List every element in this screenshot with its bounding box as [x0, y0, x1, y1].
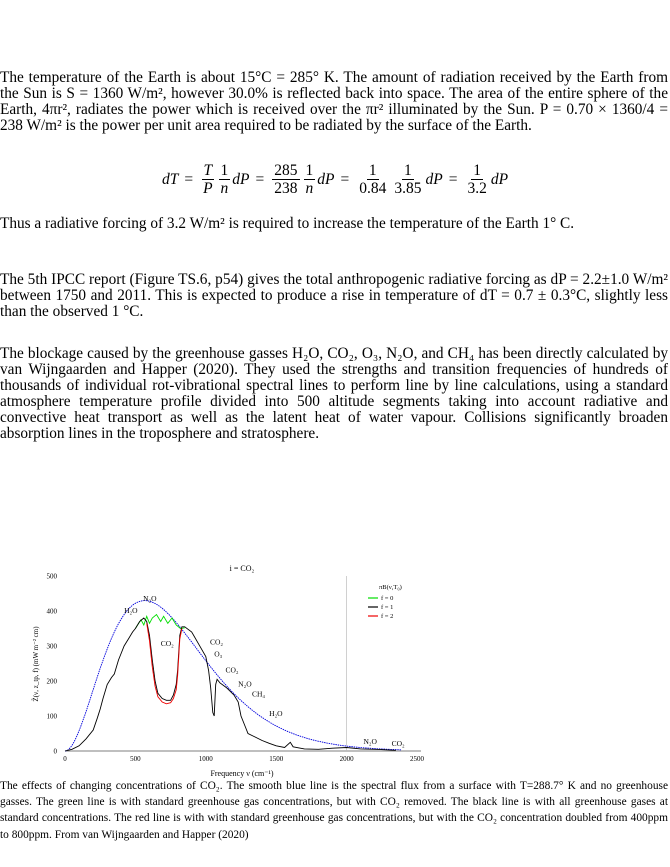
- numerator: 1: [366, 162, 379, 180]
- chart-annotation: N₂O: [143, 594, 157, 603]
- legend-title: πB(ν,T₀): [379, 584, 402, 591]
- x-tick-label: 2500: [410, 755, 425, 763]
- eq-dp: dP: [490, 170, 509, 188]
- chart-annotation: N₂O: [363, 737, 377, 746]
- chart-annotation: CO₂: [226, 665, 239, 674]
- figure-caption: The effects of changing concentrations o…: [0, 780, 668, 841]
- numerator: 285: [272, 162, 300, 180]
- paragraph-text: The temperature of the Earth is about 15…: [0, 69, 668, 134]
- chart-annotation: CH₄: [252, 689, 265, 698]
- eq-dp: dP: [425, 170, 443, 188]
- y-axis-label: Z̃(ν, z_tp, f) (mW m⁻² cm): [32, 626, 40, 702]
- x-tick-label: 2000: [340, 755, 355, 763]
- series-line-0: [65, 600, 402, 752]
- eq-sign: =: [255, 170, 265, 188]
- fraction: 285 238: [272, 162, 300, 197]
- x-tick-label: 500: [130, 755, 141, 763]
- eq-sign: =: [448, 170, 458, 188]
- eq-dp: dP: [232, 170, 250, 188]
- x-tick-label: 0: [63, 755, 67, 763]
- spectrum-chart: i = CO₂ Frequency ν (cm⁻¹) Z̃(ν, z_tp, f…: [32, 564, 425, 778]
- y-tick-label: 300: [47, 643, 58, 651]
- eq-sign: =: [340, 170, 350, 188]
- paragraph-earth-temperature: The temperature of the Earth is about 15…: [0, 70, 668, 134]
- fraction: 1 0.84: [357, 162, 388, 197]
- denominator: 238: [274, 180, 298, 197]
- denominator: n: [220, 180, 229, 197]
- denominator: P: [203, 180, 213, 197]
- paragraph-greenhouse-gasses: The blockage caused by the greenhouse ga…: [0, 346, 668, 442]
- paragraph-text: Thus a radiative forcing of 3.2 W/m² is …: [0, 215, 575, 232]
- y-tick-label: 100: [47, 713, 58, 721]
- numerator: 1: [402, 162, 414, 180]
- denominator: n: [305, 180, 314, 197]
- numerator: 1: [303, 162, 316, 180]
- paragraph-text: The 5th IPCC report (Figure TS.6, p54) g…: [0, 271, 668, 320]
- x-tick-label: 1000: [199, 755, 214, 763]
- fraction: 1 3.2: [465, 162, 488, 197]
- eq-dp: dP: [317, 170, 335, 188]
- numerator: 1: [471, 162, 484, 180]
- y-tick-label: 500: [47, 573, 58, 581]
- numerator: T: [201, 162, 215, 180]
- eq-lhs: dT: [161, 170, 179, 188]
- chart-annotation: H₂O: [124, 606, 138, 615]
- fraction: 1 3.85: [392, 162, 423, 197]
- y-tick-label: 400: [47, 608, 58, 616]
- x-axis-label: Frequency ν (cm⁻¹): [210, 769, 273, 778]
- series-line-1: [135, 613, 185, 629]
- legend-entry: f = 2: [381, 613, 393, 620]
- series-line-2: [64, 617, 396, 752]
- legend-entry: f = 1: [381, 604, 393, 611]
- chart-annotation: H₂O: [269, 709, 283, 718]
- paragraph-text: The blockage caused by the greenhouse ga…: [0, 345, 668, 442]
- denominator: 0.84: [359, 180, 387, 197]
- series-line-3: [146, 623, 183, 705]
- legend-entry: f = 0: [381, 595, 393, 602]
- y-tick-label: 200: [47, 678, 58, 686]
- eq-sign: =: [184, 170, 194, 188]
- chart-annotation: CO₂: [392, 739, 405, 748]
- chart-annotation: CO₂: [210, 637, 223, 646]
- chart-annotation: N₂O: [238, 679, 252, 688]
- chart-title: i = CO₂: [230, 564, 255, 573]
- x-tick-label: 1500: [269, 755, 284, 763]
- numerator: 1: [218, 162, 231, 180]
- chart-annotation: O₃: [214, 650, 222, 659]
- chart-annotation: CO₂: [161, 639, 174, 648]
- paragraph-ipcc: The 5th IPCC report (Figure TS.6, p54) g…: [0, 272, 668, 320]
- denominator: 3.85: [394, 180, 422, 197]
- paragraph-radiative-forcing: Thus a radiative forcing of 3.2 W/m² is …: [0, 216, 668, 232]
- denominator: 3.2: [467, 180, 487, 197]
- y-tick-label: 0: [54, 748, 58, 756]
